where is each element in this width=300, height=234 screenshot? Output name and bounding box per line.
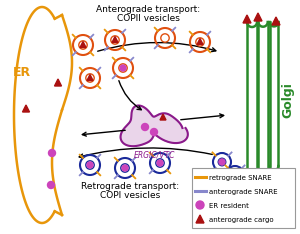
Text: ER: ER — [13, 66, 31, 78]
Circle shape — [151, 128, 158, 135]
Polygon shape — [80, 41, 86, 48]
Circle shape — [80, 68, 100, 88]
Circle shape — [105, 30, 125, 50]
Circle shape — [150, 153, 170, 173]
Circle shape — [49, 150, 56, 157]
Circle shape — [219, 159, 225, 165]
Text: ERGIC/VTC: ERGIC/VTC — [134, 151, 176, 160]
Polygon shape — [196, 215, 204, 223]
Polygon shape — [121, 106, 188, 146]
Circle shape — [80, 155, 100, 175]
Polygon shape — [243, 15, 251, 23]
Circle shape — [157, 160, 163, 166]
Polygon shape — [22, 105, 29, 112]
Text: Retrograde transport:: Retrograde transport: — [81, 182, 179, 191]
Circle shape — [120, 65, 126, 71]
Circle shape — [87, 162, 93, 168]
Text: COPII vesicles: COPII vesicles — [117, 14, 179, 23]
Polygon shape — [197, 39, 203, 44]
Text: COPI vesicles: COPI vesicles — [100, 191, 160, 200]
Circle shape — [190, 32, 210, 52]
Circle shape — [196, 201, 204, 209]
Polygon shape — [87, 74, 93, 80]
Circle shape — [213, 153, 231, 171]
Polygon shape — [254, 13, 262, 21]
Circle shape — [226, 166, 244, 184]
Text: retrograde SNARE: retrograde SNARE — [209, 175, 272, 181]
Circle shape — [155, 28, 175, 48]
Text: Anterograde transport:: Anterograde transport: — [96, 5, 200, 14]
Polygon shape — [55, 79, 62, 86]
Circle shape — [113, 58, 133, 78]
Text: Golgi: Golgi — [281, 82, 295, 118]
Polygon shape — [272, 17, 280, 25]
Circle shape — [122, 165, 128, 171]
Text: anterograde SNARE: anterograde SNARE — [209, 189, 278, 195]
Text: anterograde cargo: anterograde cargo — [209, 217, 274, 223]
Circle shape — [73, 35, 93, 55]
Text: ER resident: ER resident — [209, 203, 249, 209]
FancyBboxPatch shape — [192, 168, 295, 228]
Circle shape — [232, 172, 238, 178]
Circle shape — [115, 158, 135, 178]
Circle shape — [142, 124, 148, 131]
Circle shape — [47, 182, 55, 189]
Polygon shape — [160, 114, 166, 120]
Polygon shape — [112, 37, 118, 43]
